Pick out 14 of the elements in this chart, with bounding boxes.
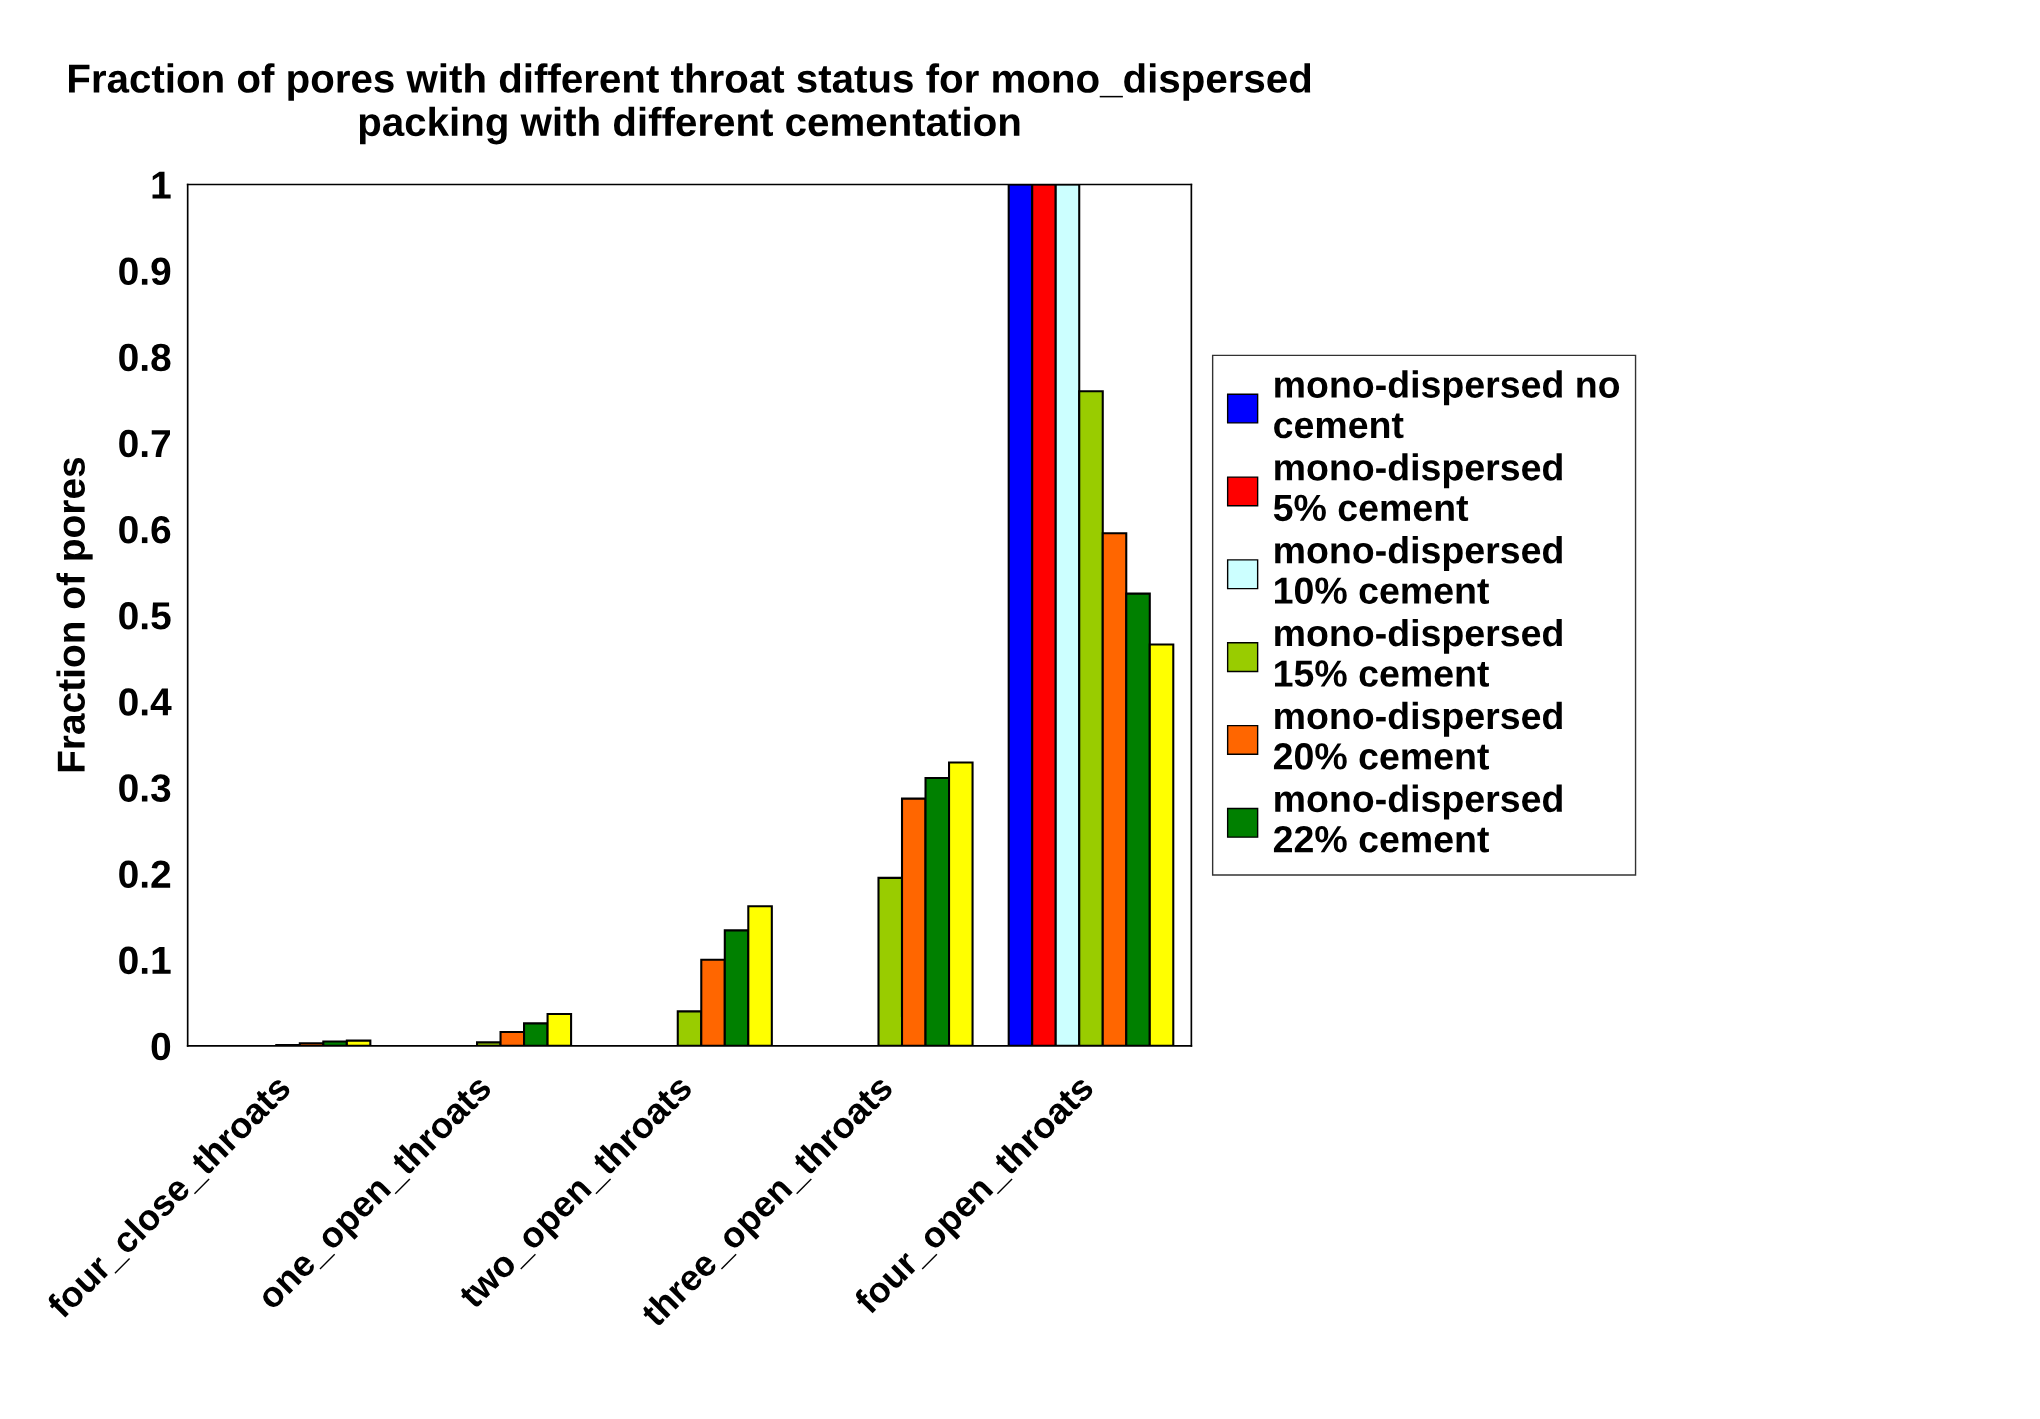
y-tick-label: 0 — [151, 1032, 171, 1061]
y-tick-label: 0.2 — [119, 860, 171, 889]
y-tick-label: 0.6 — [119, 515, 171, 544]
y-tick-label: 0.8 — [119, 343, 171, 372]
y-tick-label: 1 — [152, 171, 171, 199]
legend-label: mono-dispersed 22% cement — [1273, 784, 1562, 853]
y-tick-label: 0.5 — [119, 602, 171, 630]
y-tick-label: 0.4 — [119, 688, 172, 716]
chart-title: Fraction of pores with different throat status for mono_dispersed packing with different cementation — [69, 63, 1311, 145]
y-tick-label: 0.7 — [119, 429, 170, 458]
y-tick-label: 0.9 — [119, 257, 171, 286]
y-tick-label: 0.1 — [119, 946, 171, 975]
y-axis-title: Fraction of pores — [56, 457, 93, 772]
y-tick-label: 0.3 — [119, 774, 171, 802]
